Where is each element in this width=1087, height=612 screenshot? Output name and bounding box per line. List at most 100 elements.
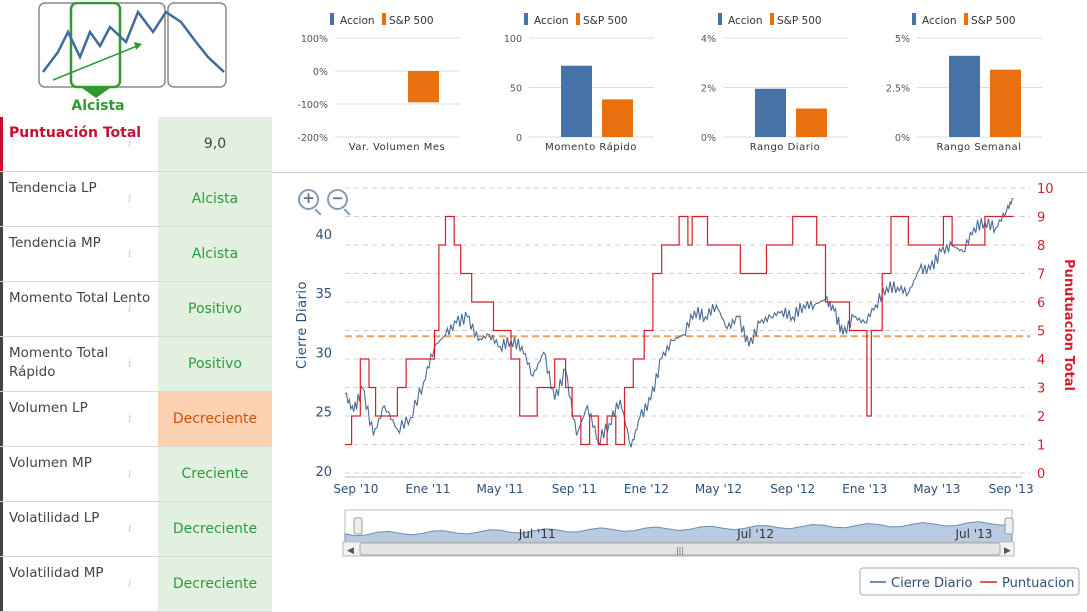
right-tick-label: 5 bbox=[1037, 325, 1045, 340]
bar-accion bbox=[949, 55, 980, 137]
info-icon[interactable]: i bbox=[128, 357, 132, 370]
indicator-value: Positivo bbox=[158, 282, 272, 336]
right-tick-label: 7 bbox=[1037, 268, 1045, 283]
indicator-row: Tendencia MP i Alcista bbox=[0, 227, 272, 282]
bar-sp500 bbox=[796, 108, 827, 137]
indicator-value: Alcista bbox=[158, 227, 272, 281]
mini-chart: Accion S&P 500 5% 2.5% 0% Rango Semanal bbox=[886, 13, 1042, 153]
legend-swatch-accion bbox=[718, 13, 722, 25]
info-icon[interactable]: i bbox=[128, 247, 132, 260]
indicator-row: Tendencia LP i Alcista bbox=[0, 172, 272, 227]
series-line-puntuacion bbox=[345, 215, 1014, 446]
tick-label: 0 bbox=[516, 133, 522, 144]
trend-logo: Alcista bbox=[38, 2, 227, 114]
indicator-row: Momento Total Lento i Positivo bbox=[0, 282, 272, 337]
indicator-label: Volumen MP bbox=[0, 447, 158, 501]
zoom-out-icon[interactable]: − bbox=[327, 189, 348, 210]
left-axis-title: Cierre Diario bbox=[295, 281, 310, 369]
left-tick-label: 30 bbox=[315, 346, 332, 361]
legend-label: Accion bbox=[340, 15, 375, 27]
tick-label: -200% bbox=[297, 133, 328, 144]
chart-legend: Cierre Diario Puntuacion bbox=[859, 567, 1080, 596]
legend-label: Accion bbox=[922, 15, 957, 27]
bar-sp500 bbox=[602, 99, 633, 137]
tick-label: 0% bbox=[895, 133, 910, 144]
info-icon[interactable]: i bbox=[128, 577, 132, 590]
tick-label: 100% bbox=[301, 34, 328, 45]
indicator-label: Tendencia MP bbox=[0, 227, 158, 281]
indicator-row: Volumen LP i Decreciente bbox=[0, 392, 272, 447]
right-tick-label: 4 bbox=[1037, 353, 1045, 368]
legend-swatch-sp500 bbox=[576, 13, 580, 25]
chart-title: Rango Semanal bbox=[937, 142, 1022, 153]
right-tick-label: 0 bbox=[1037, 467, 1045, 482]
x-tick-label: May '11 bbox=[476, 482, 523, 496]
indicator-row: Puntuación Total i 9,0 bbox=[0, 117, 272, 172]
indicator-row: Momento Total Rápido i Positivo bbox=[0, 337, 272, 392]
indicator-label: Puntuación Total bbox=[0, 117, 158, 171]
indicator-label: Momento Total Rápido bbox=[0, 337, 158, 391]
indicator-label: Volumen LP bbox=[0, 392, 158, 446]
right-tick-label: 9 bbox=[1037, 211, 1045, 226]
tick-label: 0% bbox=[313, 67, 328, 78]
tick-label: 100 bbox=[504, 34, 522, 45]
indicator-row: Volatilidad LP i Decreciente bbox=[0, 502, 272, 557]
navigator-label: Jul '11 bbox=[518, 527, 556, 541]
indicator-label: Momento Total Lento bbox=[0, 282, 158, 336]
mini-chart: Accion S&P 500 100% 0% -100% -200% Var. Volume… bbox=[297, 13, 460, 153]
x-tick-label: Ene '12 bbox=[624, 482, 669, 496]
right-tick-label: 1 bbox=[1037, 439, 1045, 454]
left-tick-label: 40 bbox=[315, 228, 332, 243]
legend-swatch-sp500 bbox=[770, 13, 774, 25]
navigator-label: Jul '12 bbox=[736, 527, 774, 541]
legend-label: S&P 500 bbox=[389, 15, 434, 27]
right-axis-title: Punutuacion Total bbox=[1061, 259, 1076, 391]
legend-box bbox=[859, 567, 1080, 596]
legend-swatch-accion bbox=[524, 13, 528, 25]
indicator-value: Creciente bbox=[158, 447, 272, 501]
info-icon[interactable]: i bbox=[128, 302, 132, 315]
indicator-value: Decreciente bbox=[158, 502, 272, 556]
legend-label: Accion bbox=[534, 15, 569, 27]
indicator-label: Volatilidad MP bbox=[0, 557, 158, 611]
navigator-handle-right bbox=[1004, 517, 1014, 535]
left-tick-label: 20 bbox=[315, 465, 332, 480]
x-tick-label: Sep '12 bbox=[770, 482, 815, 496]
info-icon[interactable]: i bbox=[128, 137, 132, 150]
chart-title: Rango Diario bbox=[750, 142, 820, 153]
indicator-value: Positivo bbox=[158, 337, 272, 391]
info-icon[interactable]: i bbox=[128, 412, 132, 425]
mini-chart: Accion S&P 500 100 50 0 Momento Rápido bbox=[504, 13, 654, 153]
info-icon[interactable]: i bbox=[128, 192, 132, 205]
scroll-right-icon: ▶ bbox=[1004, 546, 1011, 556]
bar-sp500 bbox=[408, 71, 439, 103]
info-icon[interactable]: i bbox=[128, 467, 132, 480]
zoom-in-icon[interactable]: + bbox=[298, 189, 319, 210]
chart-title: Var. Volumen Mes bbox=[349, 142, 445, 153]
grip-icon: ||| bbox=[676, 546, 684, 555]
legend-label: Accion bbox=[728, 15, 763, 27]
legend-label: Cierre Diario bbox=[891, 576, 973, 591]
mini-chart: Accion S&P 500 4% 2% 0% Rango Diario bbox=[701, 13, 848, 153]
legend-swatch-accion bbox=[330, 13, 334, 25]
left-tick-label: 25 bbox=[315, 406, 332, 421]
tick-label: 4% bbox=[701, 34, 716, 45]
indicator-value: Decreciente bbox=[158, 557, 272, 611]
indicator-row: Volumen MP i Creciente bbox=[0, 447, 272, 502]
x-tick-label: May '13 bbox=[913, 482, 960, 496]
info-icon[interactable]: i bbox=[128, 522, 132, 535]
range-navigator: Jul '11 Jul '12 Jul '13 ||| ◀ ▶ bbox=[342, 509, 1015, 557]
x-tick-label: Sep '13 bbox=[989, 482, 1034, 496]
legend-swatch-accion bbox=[912, 13, 916, 25]
tick-label: -100% bbox=[297, 100, 328, 111]
comparison-charts: Accion S&P 500 100% 0% -100% -200% Var. Volume… bbox=[297, 13, 1042, 153]
series-line-cierre bbox=[344, 197, 1014, 448]
legend-label: S&P 500 bbox=[583, 15, 628, 27]
tick-label: 2% bbox=[701, 84, 716, 95]
tick-label: 50 bbox=[510, 84, 522, 95]
right-tick-label: 10 bbox=[1037, 182, 1054, 197]
indicator-label: Volatilidad LP bbox=[0, 502, 158, 556]
price-score-chart: 0 1 2 3 4 5 6 7 8 9 10 20 25 30 35 40 Cierre Diario Punut… bbox=[295, 182, 1080, 596]
scroll-left-icon: ◀ bbox=[347, 546, 354, 556]
legend-swatch-sp500 bbox=[964, 13, 968, 25]
